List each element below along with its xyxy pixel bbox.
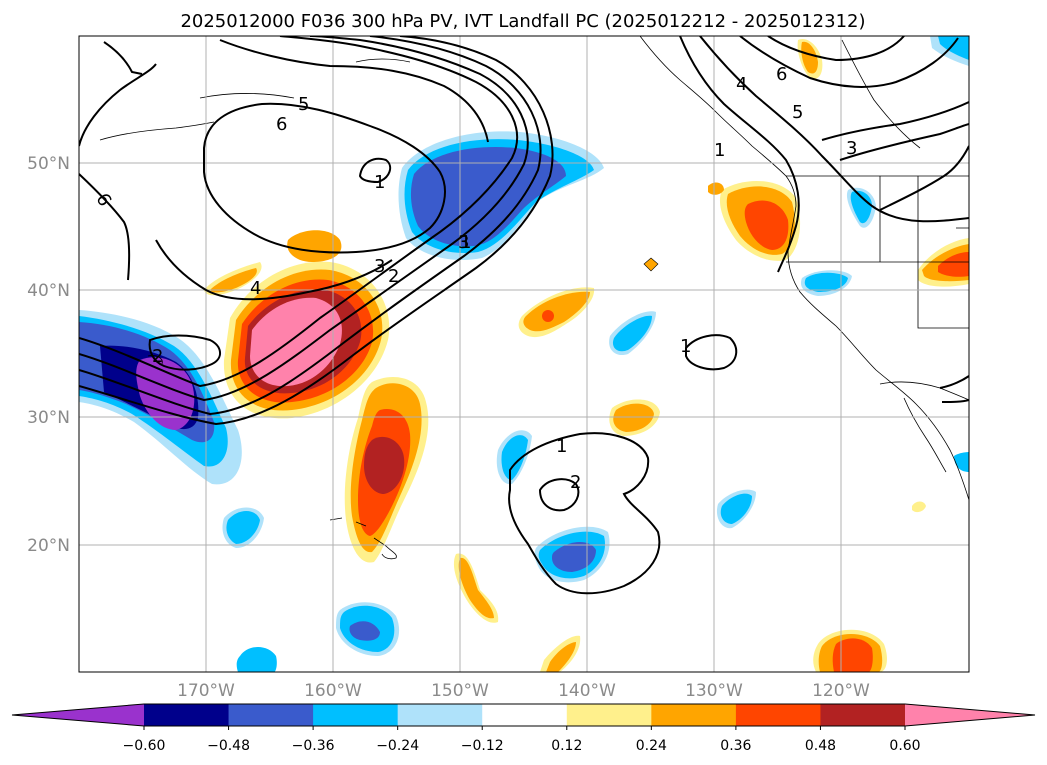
colorbar-box	[651, 704, 737, 726]
colorbar-box	[482, 704, 568, 726]
contour-label: 4	[250, 278, 261, 299]
lat-label: 30°N	[27, 408, 70, 428]
map-area: 6 5 6 1 3 3 2 1 4 2 1 1 2 4 6 5 1 3	[79, 36, 969, 672]
colorbar-tick-label: 0.12	[551, 738, 582, 754]
contour-label: 5	[792, 102, 803, 123]
lon-label: 140°W	[558, 681, 616, 701]
lon-label: 160°W	[304, 681, 362, 701]
contour-label: 5	[298, 94, 309, 115]
colorbar-ticks: −0.60 −0.48 −0.36 −0.24 −0.12 0.12 0.24 0.36 0.4…	[123, 726, 921, 754]
contour-label: 3	[458, 232, 469, 253]
colorbar-tick-label: −0.48	[207, 738, 250, 754]
contour-label: 3	[374, 256, 385, 277]
contour-label: 1	[460, 232, 471, 253]
colorbar-extend-low	[12, 704, 144, 726]
map-title: 2025012000 F036 300 hPa PV, IVT Landfall…	[180, 11, 865, 32]
lon-label: 150°W	[431, 681, 489, 701]
lat-label: 20°N	[27, 536, 70, 556]
contour-label: 6	[276, 114, 287, 135]
contour-label: 1	[556, 436, 567, 457]
colorbar-box	[144, 704, 230, 726]
colorbar-tick-label: −0.24	[376, 738, 419, 754]
colorbar-box	[735, 704, 821, 726]
lon-label: 130°W	[685, 681, 743, 701]
lon-label: 170°W	[177, 681, 235, 701]
lat-label: 40°N	[27, 281, 70, 301]
colorbar-tick-label: −0.60	[123, 738, 166, 754]
lat-tick-labels: 50°N 40°N 30°N 20°N	[27, 154, 70, 556]
colorbar-box	[820, 704, 906, 726]
contour-label: 6	[776, 64, 787, 85]
colorbar: −0.60 −0.48 −0.36 −0.24 −0.12 0.12 0.24 0.36 0.4…	[11, 703, 1036, 754]
contour-label: 2	[388, 266, 399, 287]
contour-label: 1	[374, 172, 385, 193]
colorbar-box	[228, 704, 314, 726]
colorbar-extend-high	[905, 704, 1035, 726]
colorbar-boxes	[12, 704, 1035, 726]
lon-label: 120°W	[812, 681, 870, 701]
contour-label: 1	[714, 140, 725, 161]
contour-labels: 6 5 6 1 3 3 2 1 4 2 1 1 2 4 6 5 1 3	[91, 64, 857, 493]
lon-tick-labels: 170°W 160°W 150°W 140°W 130°W 120°W	[177, 681, 870, 701]
lat-label: 50°N	[27, 154, 70, 174]
colorbar-tick-label: 0.48	[805, 738, 836, 754]
contour-label: 2	[152, 346, 163, 367]
colorbar-box	[397, 704, 483, 726]
colorbar-box	[566, 704, 652, 726]
colorbar-tick-label: −0.12	[461, 738, 504, 754]
colorbar-tick-label: 0.36	[720, 738, 751, 754]
map-frame	[78, 35, 970, 673]
colorbar-tick-label: −0.36	[292, 738, 335, 754]
colorbar-tick-label: 0.60	[889, 738, 920, 754]
contour-label: 1	[680, 336, 691, 357]
contour-label: 3	[846, 138, 857, 159]
colorbar-box	[313, 704, 399, 726]
colorbar-tick-label: 0.24	[636, 738, 667, 754]
colorbar-outline	[11, 703, 1036, 727]
contour-label: 2	[570, 472, 581, 493]
contour-label: 4	[736, 74, 747, 95]
contour-lines	[79, 36, 969, 595]
coastlines	[99, 36, 969, 560]
